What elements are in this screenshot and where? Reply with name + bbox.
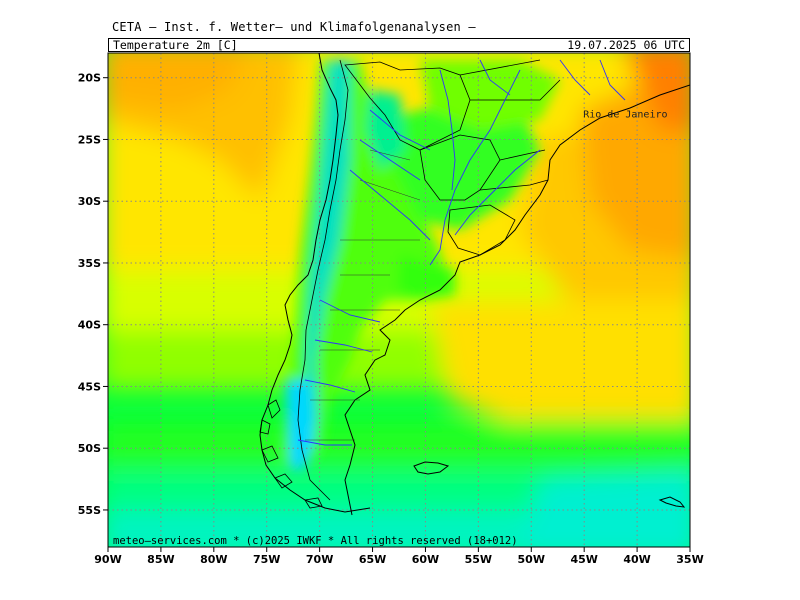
- atlantic-coastline: [344, 84, 690, 516]
- map-axes: 20S 25S 30S 35S 40S 45S 50S 55S 90W 85W 80W 75W 70W 6…: [78, 72, 704, 566]
- lat-tick-label: 45S: [78, 380, 101, 393]
- lon-tick-label: 90W: [94, 553, 121, 566]
- lat-tick-label: 20S: [78, 72, 101, 85]
- lon-tick-label: 35W: [676, 553, 703, 566]
- bermejo-river: [359, 139, 421, 181]
- andes-border: [297, 59, 349, 501]
- lon-tick-label: 80W: [200, 553, 227, 566]
- brazil-states-border: [459, 59, 561, 191]
- lat-tick-label: 35S: [78, 257, 101, 270]
- lon-tick-label: 70W: [306, 553, 333, 566]
- lat-lon-grid: [108, 53, 690, 547]
- paraguay-river: [439, 69, 456, 191]
- map-title: CETA – Inst. f. Wetter– und Klimafolgena…: [112, 20, 476, 34]
- pilcomayo-river: [369, 109, 431, 151]
- argentina-province-border: [305, 149, 421, 441]
- valid-time: 19.07.2025 06 UTC: [567, 38, 685, 52]
- bolivia-border: [344, 61, 471, 151]
- lon-tick-label: 85W: [147, 553, 174, 566]
- chile-fjords: [259, 399, 323, 509]
- coastlines-and-borders: [259, 53, 690, 516]
- lon-tick-label: 75W: [253, 553, 280, 566]
- uruguay-river: [454, 149, 541, 236]
- lon-tick-label: 40W: [623, 553, 650, 566]
- salado-river: [349, 169, 431, 241]
- colorado-river: [319, 299, 381, 323]
- parana-river: [429, 69, 521, 266]
- lon-tick-label: 45W: [570, 553, 597, 566]
- city-labels: Rio de Janeiro: [583, 110, 667, 121]
- lat-tick-label: 25S: [78, 133, 101, 146]
- lon-tick-label: 65W: [359, 553, 386, 566]
- map-frame: [107, 52, 691, 548]
- parameter-label: Temperature_2m_[C]: [113, 38, 238, 52]
- pacific-coastline: [259, 53, 371, 513]
- lat-tick-label: 55S: [78, 504, 101, 517]
- lon-tick-label: 50W: [518, 553, 545, 566]
- falkland-islands: [413, 461, 450, 475]
- rivers: [297, 59, 626, 446]
- lat-tick-label: 40S: [78, 319, 101, 332]
- uruguay-border: [447, 204, 516, 256]
- negro-river: [314, 339, 373, 353]
- lat-tick-label: 50S: [78, 442, 101, 455]
- city-label: Rio de Janeiro: [583, 110, 667, 121]
- brazil-rivers: [479, 59, 626, 101]
- copyright-notice: meteo–services.com * (c)2025 IWKF * All …: [113, 535, 518, 547]
- south-georgia: [658, 496, 686, 508]
- info-bar: Temperature_2m_[C] 19.07.2025 06 UTC: [108, 38, 690, 52]
- lon-tick-label: 55W: [465, 553, 492, 566]
- lat-tick-label: 30S: [78, 195, 101, 208]
- lon-tick-label: 60W: [412, 553, 439, 566]
- santa-cruz-river: [297, 439, 352, 446]
- chubut-river: [304, 379, 356, 393]
